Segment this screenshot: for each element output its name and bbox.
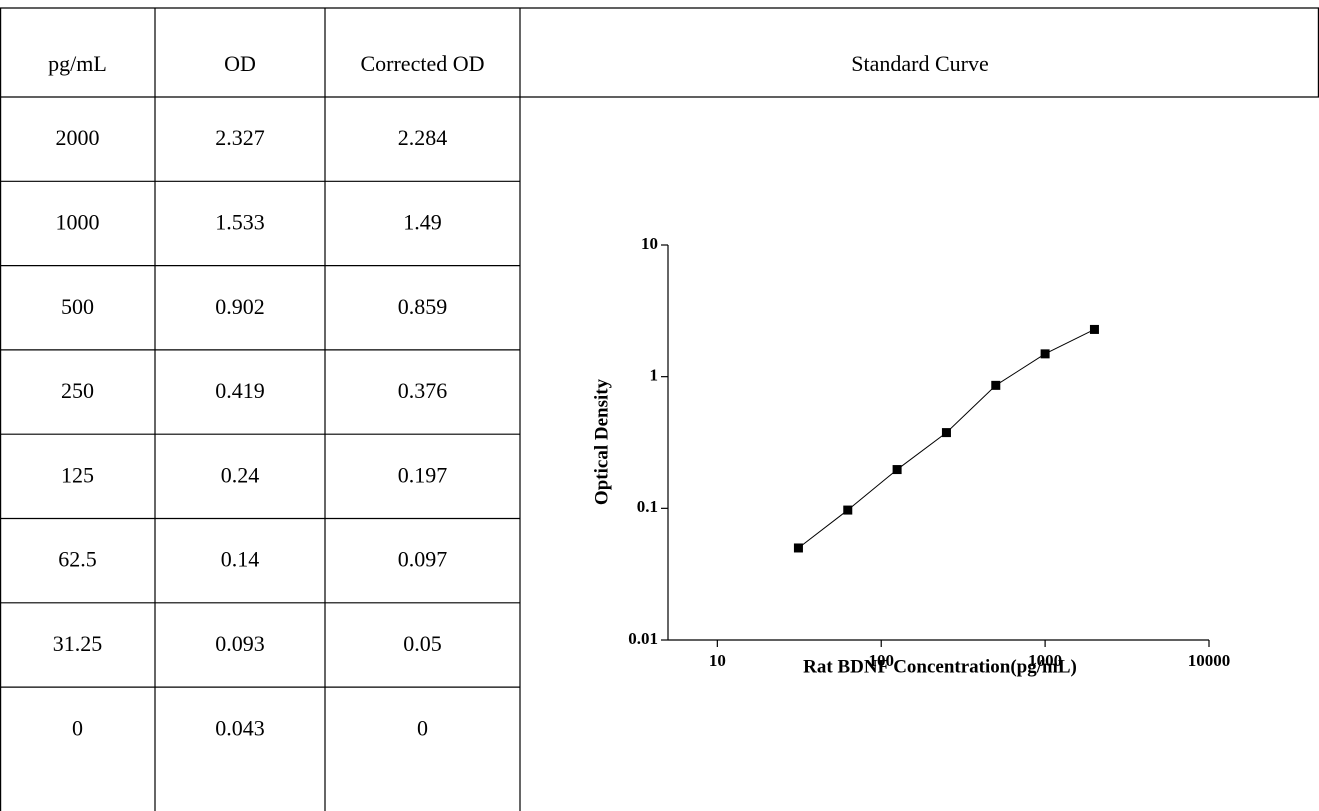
x-axis-title: Rat BDNF Concentration(pg/mL) <box>803 656 1077 677</box>
data-point <box>991 380 1001 390</box>
data-point <box>892 465 902 475</box>
table-cell: 0 <box>417 715 428 740</box>
table-cell: 0.093 <box>215 631 265 656</box>
table-cell: 0.043 <box>215 715 265 740</box>
y-tick-label: 0.1 <box>637 497 658 516</box>
y-axis-title: Optical Density <box>591 378 612 505</box>
table-cell: 0.376 <box>398 378 448 403</box>
table-cell: 0.14 <box>221 547 260 572</box>
data-point <box>793 543 803 553</box>
table-cell: 1.533 <box>215 209 265 234</box>
curve <box>798 328 1095 549</box>
table-cell: 2.327 <box>215 125 265 150</box>
x-tick-label: 10 <box>709 651 726 670</box>
table-cell: 1000 <box>56 209 100 234</box>
table-cell: 0 <box>72 715 83 740</box>
table-cell: 0.859 <box>398 294 448 319</box>
data-point <box>843 505 853 515</box>
table-cell: 62.5 <box>58 547 97 572</box>
table-cell: 0.05 <box>403 631 442 656</box>
header-cell: Corrected OD <box>360 51 484 76</box>
data-point <box>1040 349 1050 359</box>
table-cell: 0.197 <box>398 462 448 487</box>
data-point <box>941 428 951 438</box>
table-cell: 1.49 <box>403 209 442 234</box>
y-tick-label: 1 <box>650 366 659 385</box>
x-tick-label: 10000 <box>1188 651 1231 670</box>
data-point <box>1089 324 1099 334</box>
table-cell: 0.902 <box>215 294 265 319</box>
table-cell: 500 <box>61 294 94 319</box>
table-cell: 250 <box>61 378 94 403</box>
table-cell: 2000 <box>56 125 100 150</box>
table-cell: 0.419 <box>215 378 265 403</box>
table-cell: 31.25 <box>53 631 103 656</box>
header-cell: pg/mL <box>48 51 107 76</box>
table-cell: 2.284 <box>398 125 448 150</box>
header-cell: OD <box>224 51 256 76</box>
y-tick-label: 0.01 <box>628 629 658 648</box>
table-cell: 125 <box>61 462 94 487</box>
table-cell: 0.24 <box>221 462 260 487</box>
header-cell: Standard Curve <box>851 51 988 76</box>
x-tick-label: 1000 <box>1028 651 1062 670</box>
y-tick-label: 10 <box>641 234 658 253</box>
x-tick-label: 100 <box>868 651 894 670</box>
table-cell: 0.097 <box>398 547 448 572</box>
